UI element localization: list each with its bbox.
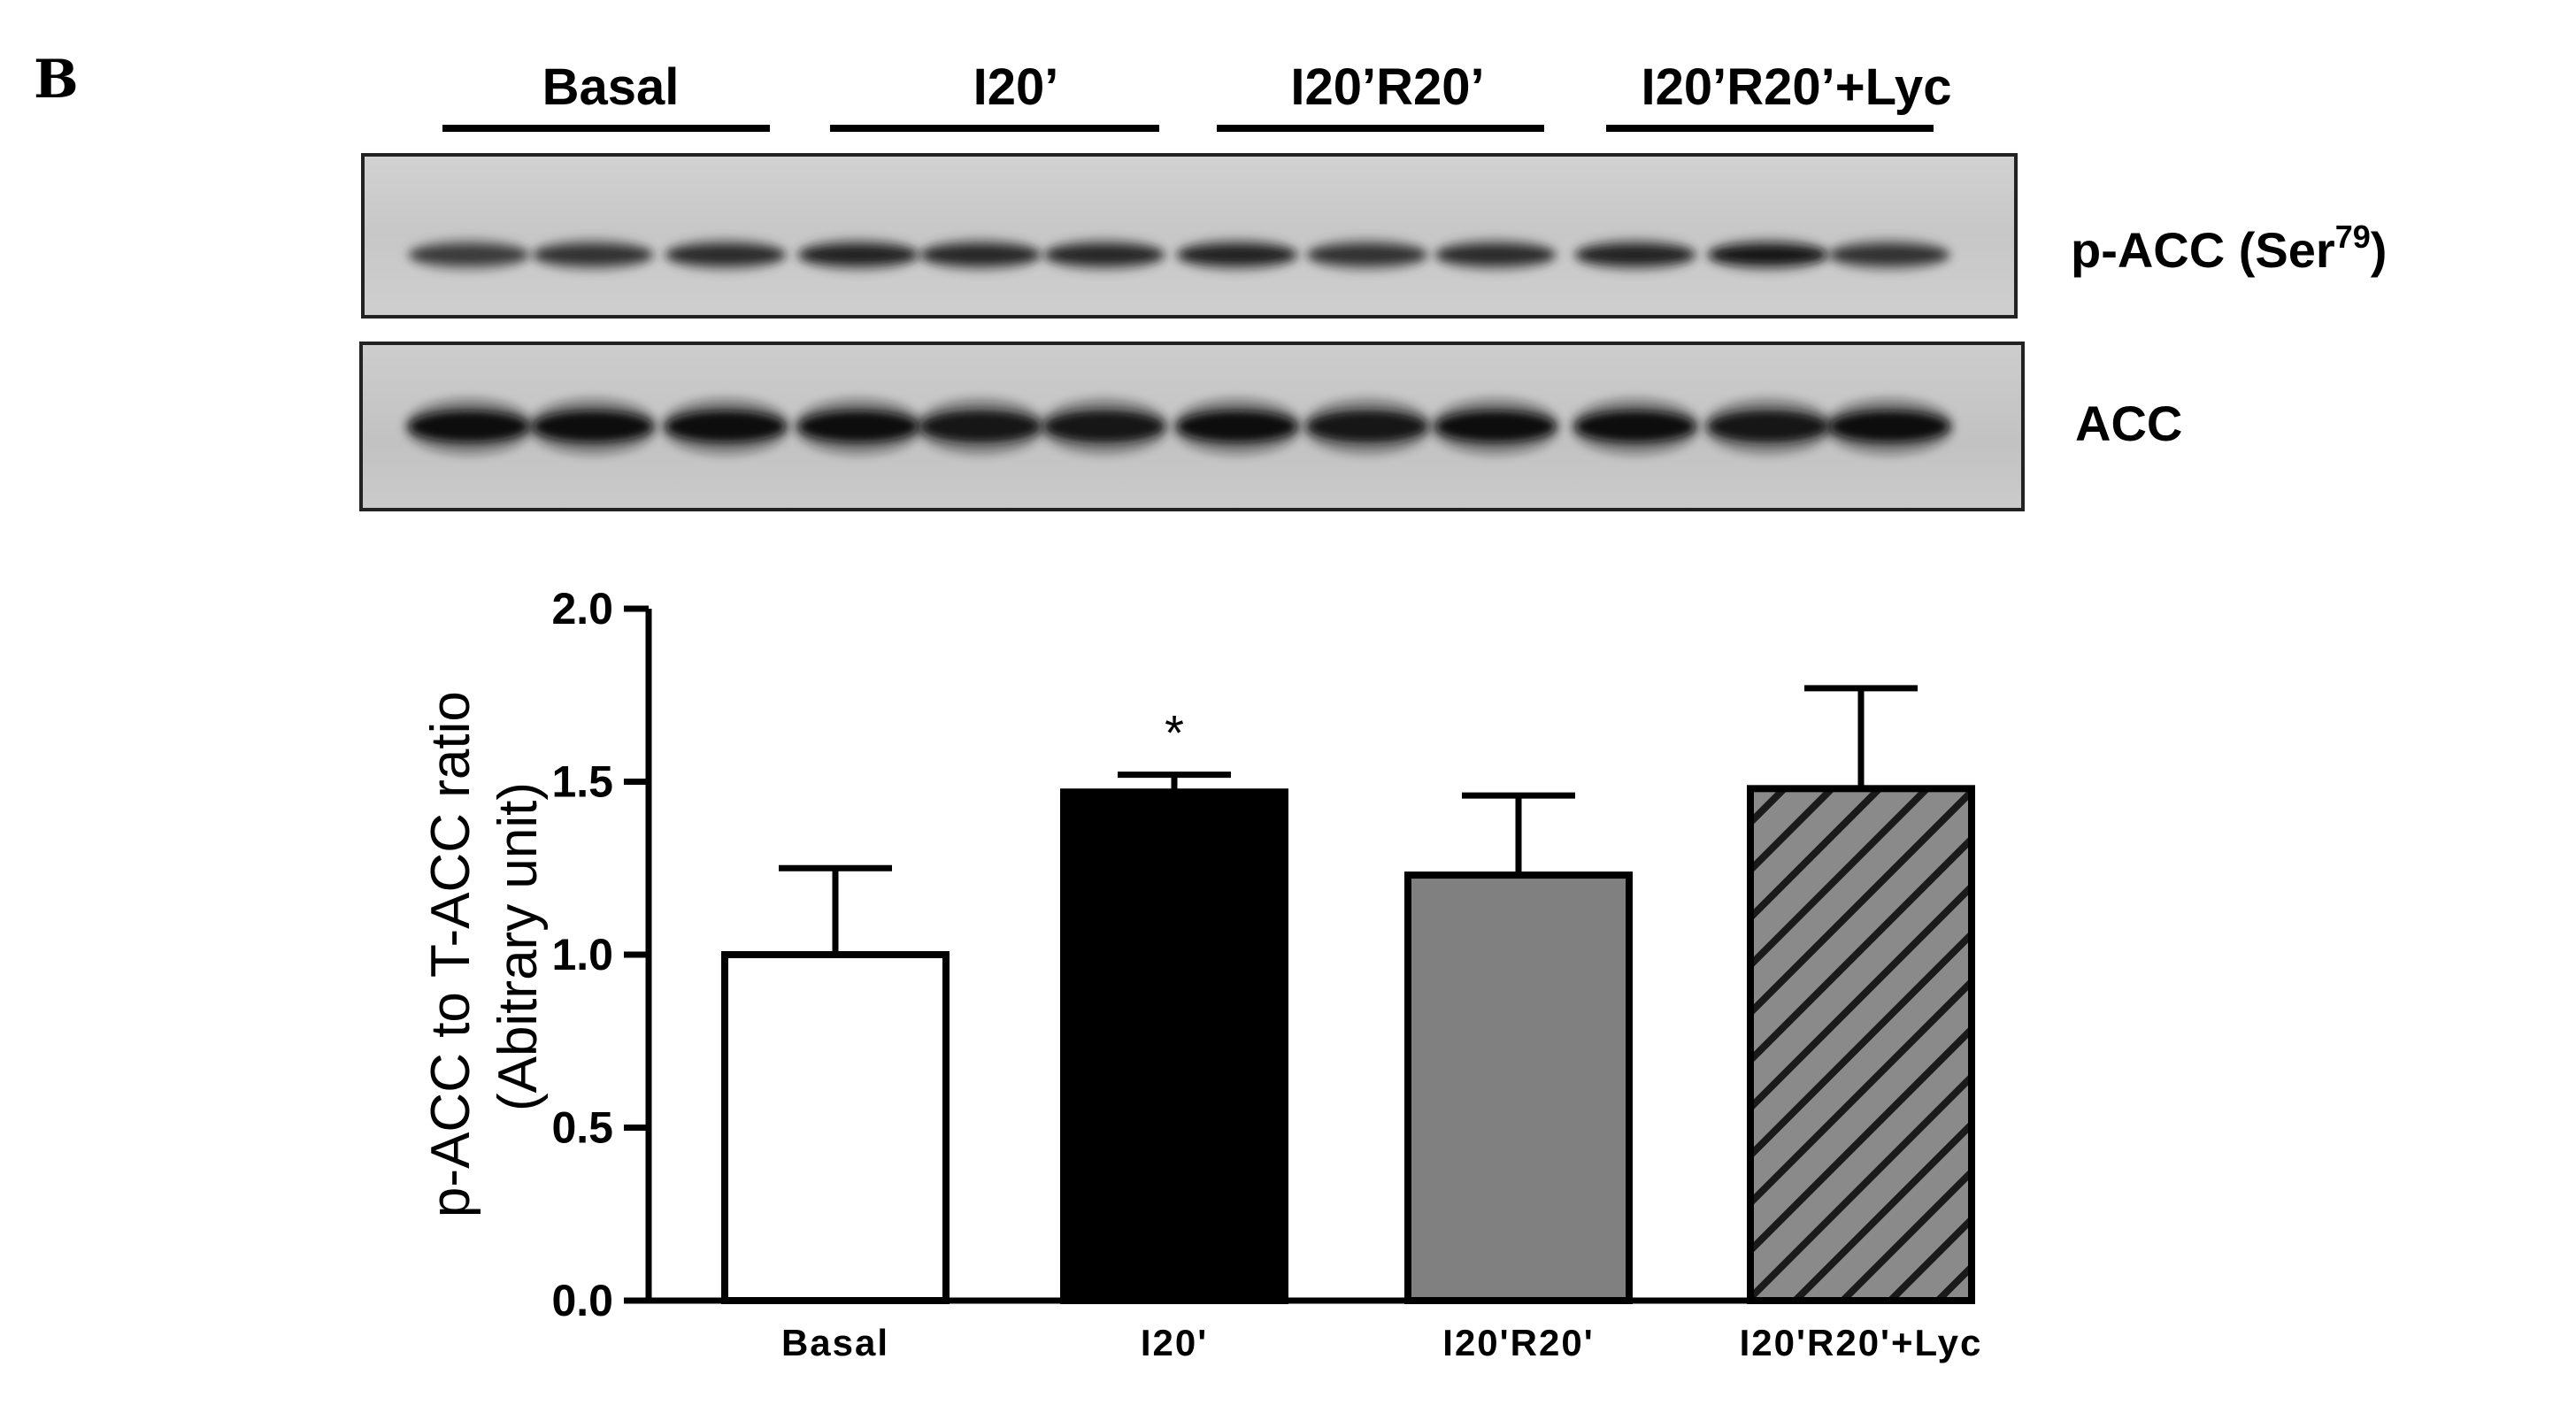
blot-band [1575,411,1696,442]
blot-strip-p-acc [361,153,2018,319]
x-tick-label: I20'R20' [1442,1322,1594,1363]
blot-band [668,245,783,265]
panel-letter: B [34,49,79,111]
bar [721,951,950,1304]
y-tick-label: 1.0 [551,930,613,979]
blot-band [1711,245,1826,265]
blot-group-label: I20’R20’+Lyc [1642,58,1952,116]
blot-bands [406,237,1952,273]
blot-band [535,245,650,265]
blot-band [798,411,919,442]
blot-label-acc: ACC [2075,395,2182,451]
blot-band [1435,411,1556,442]
significance-marker: * [1165,705,1184,761]
blot-band [1180,245,1295,265]
y-tick-label: 1.5 [551,757,613,807]
blot-group-label: I20’R20’ [1290,58,1484,116]
blot-group-label: I20’ [973,58,1059,116]
blot-band [1438,245,1553,265]
blot-band [801,245,916,265]
blot-bands [404,397,1955,456]
blot-band [1829,411,1949,442]
x-tick-label: I20'R20'+Lyc [1740,1322,1983,1363]
blot-band [1310,245,1425,265]
blot-membrane [361,153,2018,319]
blot-group-label: Basal [542,58,680,116]
y-axis-label-line2: (Abitrary unit) [488,782,549,1111]
blot-band [665,411,786,442]
y-tick-label: 0.0 [551,1276,613,1325]
y-axis-label-line1: p-ACC to T-ACC ratio [420,691,481,1217]
y-axis-label: p-ACC to T-ACC ratio (Abitrary unit) [420,676,549,1217]
x-tick-label: I20' [1141,1322,1208,1363]
blot-band [1177,411,1297,442]
bar [1404,871,1633,1304]
y-tick-label: 2.0 [551,584,613,633]
blot-band [533,411,653,442]
blot-band [1044,411,1165,442]
y-tick-label: 0.5 [551,1103,613,1153]
bar [1747,785,1975,1304]
bar-chart: 0.0 0.5 1.0 1.5 2.0 Basal I20' * I20'R20' I20'R20… [551,584,1983,1363]
blot-band [920,411,1041,442]
blot-band [1578,245,1693,265]
blot-band [409,411,529,442]
x-tick-label: Basal [781,1322,889,1363]
blot-band [923,245,1038,265]
blot-label-p-acc: p-ACC (Ser79) [2071,219,2387,278]
blot-band [1047,245,1162,265]
bar [1060,788,1288,1304]
blot-band [1832,245,1947,265]
blot-band [1307,411,1427,442]
blot-band [1708,411,1828,442]
blot-group-headers: Basal I20’ I20’R20’ I20’R20’+Lyc [442,58,1952,132]
blot-band [411,245,527,265]
blot-strip-acc [359,342,2025,511]
